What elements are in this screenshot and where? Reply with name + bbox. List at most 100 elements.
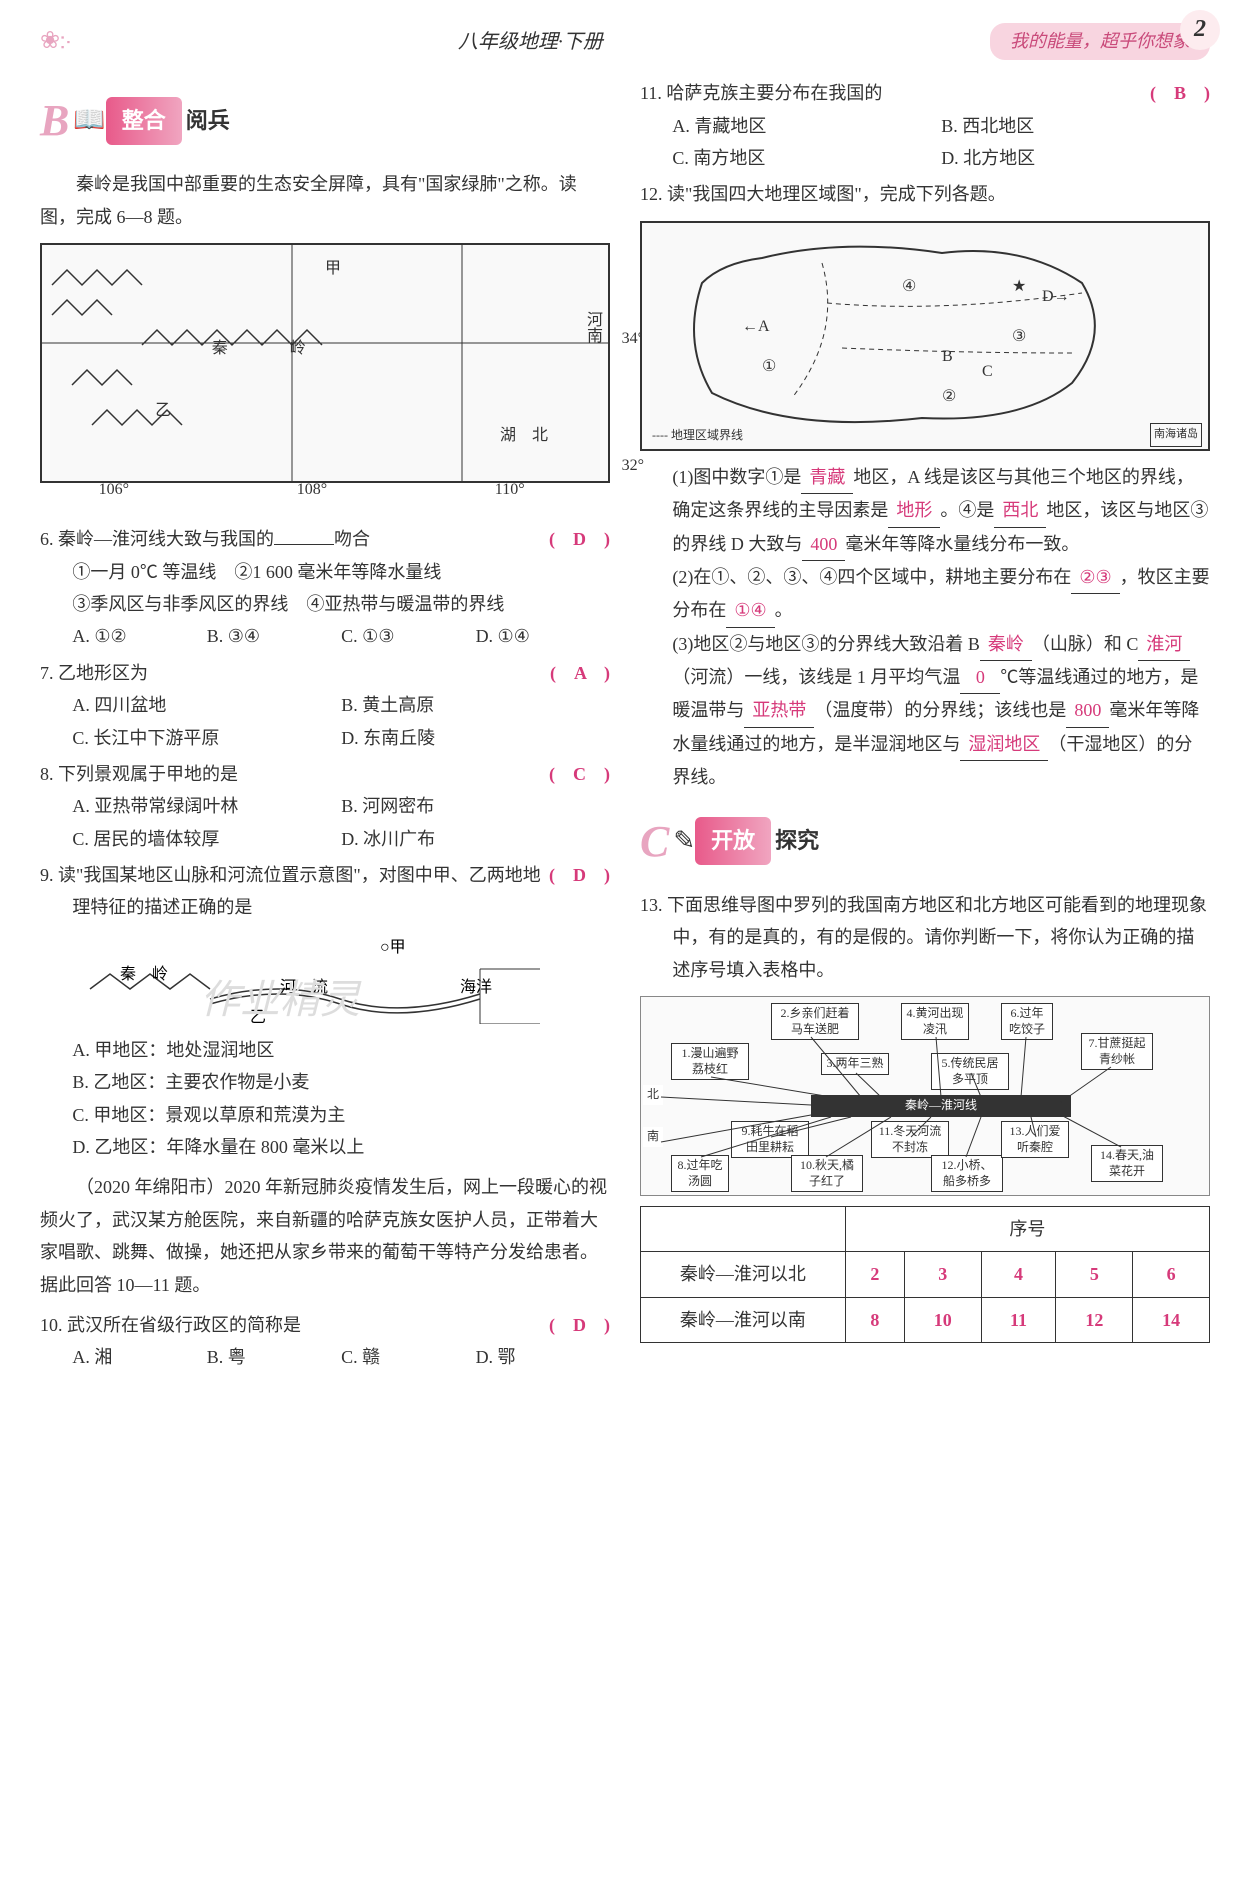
t-hdr-seq: 序号: [845, 1207, 1209, 1252]
section-c-letter: C: [640, 802, 669, 881]
mm-n12: 12.小桥、船多桥多: [931, 1155, 1003, 1192]
q10-ans: ( D ): [549, 1309, 610, 1341]
mm-n5: 5.传统民居多平顶: [931, 1053, 1009, 1090]
q9-text: 9. 读"我国某地区山脉和河流位置示意图"，对图中甲、乙两地地理特征的描述正确的…: [40, 859, 541, 924]
row2-label: 秦岭—淮河以南: [641, 1297, 846, 1342]
mm-n10: 10.秋天,橘子红了: [791, 1155, 863, 1192]
q6-line1: ①一月 0℃ 等温线 ②1 600 毫米年等降水量线: [40, 556, 610, 588]
map2-4: ④: [902, 273, 916, 302]
mm-n11: 11.冬天河流不封冻: [871, 1121, 949, 1158]
q8-optB: B. 河网密布: [341, 790, 610, 822]
q6-optC: C. ①③: [341, 620, 475, 652]
r1c5: 6: [1133, 1252, 1210, 1297]
r1c1: 2: [845, 1252, 904, 1297]
left-column: B 📖 整合 阅兵 秦岭是我国中部重要的生态安全屏障，具有"国家绿肺"之称。读图…: [40, 73, 610, 1378]
mm-south: 南: [643, 1127, 663, 1147]
q10-text: 10. 武汉所在省级行政区的简称是: [40, 1309, 541, 1341]
q10-optD: D. 鄂: [476, 1341, 610, 1373]
q11: 11. 哈萨克族主要分布在我国的 ( B ) A. 青藏地区 B. 西北地区 C…: [640, 77, 1210, 174]
mm-n3: 3.两年三熟: [821, 1053, 889, 1075]
q12-p3: (3)地区②与地区③的分界线大致沿着 B秦岭（山脉）和 C淮河（河流）一线，该线…: [640, 628, 1210, 794]
q9-optC: C. 甲地区：景观以草原和荒漠为主: [40, 1099, 610, 1131]
q12-p1: (1)图中数字①是青藏地区，A 线是该区与其他三个地区的界线，确定这条界线的主导…: [640, 461, 1210, 561]
q8-ans: ( C ): [549, 758, 610, 790]
q11-optB: B. 西北地区: [941, 110, 1210, 142]
q10-optC: C. 赣: [341, 1341, 475, 1373]
q11-optC: C. 南方地区: [672, 142, 941, 174]
q6-ans: ( D ): [549, 523, 610, 555]
header-title: 八年级地理·下册: [458, 24, 603, 60]
mm-n13: 13.人们爱听秦腔: [1001, 1121, 1069, 1158]
q11-optD: D. 北方地区: [941, 142, 1210, 174]
q9-optA: A. 甲地区：地处湿润地区: [40, 1034, 610, 1066]
book-icon: 📖: [73, 97, 105, 144]
china-outline: [642, 223, 1208, 449]
q8: 8. 下列景观属于甲地的是 ( C ) A. 亚热带常绿阔叶林 B. 河网密布 …: [40, 758, 610, 855]
header-slogan: 我的能量，超乎你想象: [990, 23, 1210, 59]
q11-optA: A. 青藏地区: [672, 110, 941, 142]
q7-optC: C. 长江中下游平原: [72, 722, 341, 754]
q6: 6. 秦岭—淮河线大致与我国的吻合 ( D ) ①一月 0℃ 等温线 ②1 60…: [40, 523, 610, 653]
mm-n9: 9.耗牛在稻田里耕耘: [731, 1121, 809, 1158]
map2-2: ②: [942, 383, 956, 412]
r1c2: 3: [904, 1252, 981, 1297]
right-column: 11. 哈萨克族主要分布在我国的 ( B ) A. 青藏地区 B. 西北地区 C…: [640, 73, 1210, 1378]
row1-label: 秦岭—淮河以北: [641, 1252, 846, 1297]
r2c5: 14: [1133, 1297, 1210, 1342]
map2-a: ←A: [742, 313, 770, 342]
mm-north: 北: [643, 1085, 663, 1105]
q6-optD: D. ①④: [476, 620, 610, 652]
china-regions-map: ←A B C D→ ① ② ③ ④ ★ ---- 地理区域界线 南海诸岛: [640, 221, 1210, 451]
q7-ans: ( A ): [550, 657, 610, 689]
q7-optA: A. 四川盆地: [72, 689, 341, 721]
q10-optB: B. 粤: [207, 1341, 341, 1373]
section-c-pill: 开放: [695, 817, 771, 865]
r2c4: 12: [1056, 1297, 1133, 1342]
section-b-letter: B: [40, 81, 69, 160]
qinling-map: 甲 秦 岭 河南 湖 北 乙 34° 32° 106° 108° 110°: [40, 243, 610, 483]
mindmap: 北 南 秦岭—淮河线 1.漫山遍野荔枝红 2.乡亲们赶着马车送肥 3.两年三熟 …: [640, 996, 1210, 1196]
mm-center: 秦岭—淮河线: [811, 1095, 1071, 1117]
section-c-header: C ✎ 开放 探究: [640, 802, 1210, 881]
q13-text: 13. 下面思维导图中罗列的我国南方地区和北方地区可能看到的地理现象中，有的是真…: [640, 889, 1210, 986]
mm-n7: 7.甘蔗挺起青纱帐: [1081, 1033, 1153, 1070]
table-row-south: 秦岭—淮河以南 8 10 11 12 14: [641, 1297, 1210, 1342]
q9-optB: B. 乙地区：主要农作物是小麦: [40, 1066, 610, 1098]
q9-ans: ( D ): [549, 859, 610, 891]
q12-p2: (2)在①、②、③、④四个区域中，耕地主要分布在②③，牧区主要分布在①④。: [640, 561, 1210, 628]
q10: 10. 武汉所在省级行政区的简称是 ( D ) A. 湘 B. 粤 C. 赣 D…: [40, 1309, 610, 1374]
mm-n6: 6.过年吃饺子: [1001, 1003, 1053, 1040]
q8-optD: D. 冰川广布: [341, 823, 610, 855]
q11-ans: ( B ): [1150, 77, 1210, 109]
mountain-sketch: [42, 245, 608, 481]
watermark: 作业精灵: [200, 964, 360, 1036]
r1c4: 5: [1056, 1252, 1133, 1297]
q11-text: 11. 哈萨克族主要分布在我国的: [640, 77, 1142, 109]
passage-10-11: （2020 年绵阳市）2020 年新冠肺炎疫情发生后，网上一段暖心的视频火了，武…: [40, 1171, 610, 1301]
section-c-suffix: 探究: [775, 821, 819, 861]
river-sketch: ○甲 秦 岭 河 流 乙 海洋 作业精灵: [80, 934, 610, 1024]
sk-ocean: 海洋: [460, 978, 492, 996]
r2c1: 8: [845, 1297, 904, 1342]
section-b-header: B 📖 整合 阅兵: [40, 81, 610, 160]
map2-3: ③: [1012, 323, 1026, 352]
q13-table: 序号 秦岭—淮河以北 2 3 4 5 6 秦岭—淮河以南 8 10 11 12 …: [640, 1206, 1210, 1343]
section-b-suffix: 阅兵: [186, 101, 230, 141]
q12-text: 12. 读"我国四大地理区域图"，完成下列各题。: [640, 178, 1210, 210]
r2c3: 11: [981, 1297, 1056, 1342]
table-row-north: 秦岭—淮河以北 2 3 4 5 6: [641, 1252, 1210, 1297]
map2-c: C: [982, 358, 993, 387]
q7: 7. 乙地形区为 ( A ) A. 四川盆地 B. 黄土高原 C. 长江中下游平…: [40, 657, 610, 754]
q6-text: 6. 秦岭—淮河线大致与我国的吻合: [40, 523, 541, 555]
q6-optA: A. ①②: [72, 620, 206, 652]
mm-n8: 8.过年吃汤圆: [671, 1155, 729, 1192]
page-header: ❀჻ 八年级地理·下册 我的能量，超乎你想象 2: [40, 20, 1210, 63]
sk-qinling: 秦 岭: [120, 965, 168, 983]
q8-optC: C. 居民的墙体较厚: [72, 823, 341, 855]
map-lat32: 32°: [622, 452, 644, 481]
map2-b: B: [942, 343, 953, 372]
q8-text: 8. 下列景观属于甲地的是: [40, 758, 541, 790]
mm-n1: 1.漫山遍野荔枝红: [671, 1043, 749, 1080]
map2-legend: ---- 地理区域界线: [652, 425, 743, 447]
pencil-icon: ✎: [673, 818, 695, 865]
